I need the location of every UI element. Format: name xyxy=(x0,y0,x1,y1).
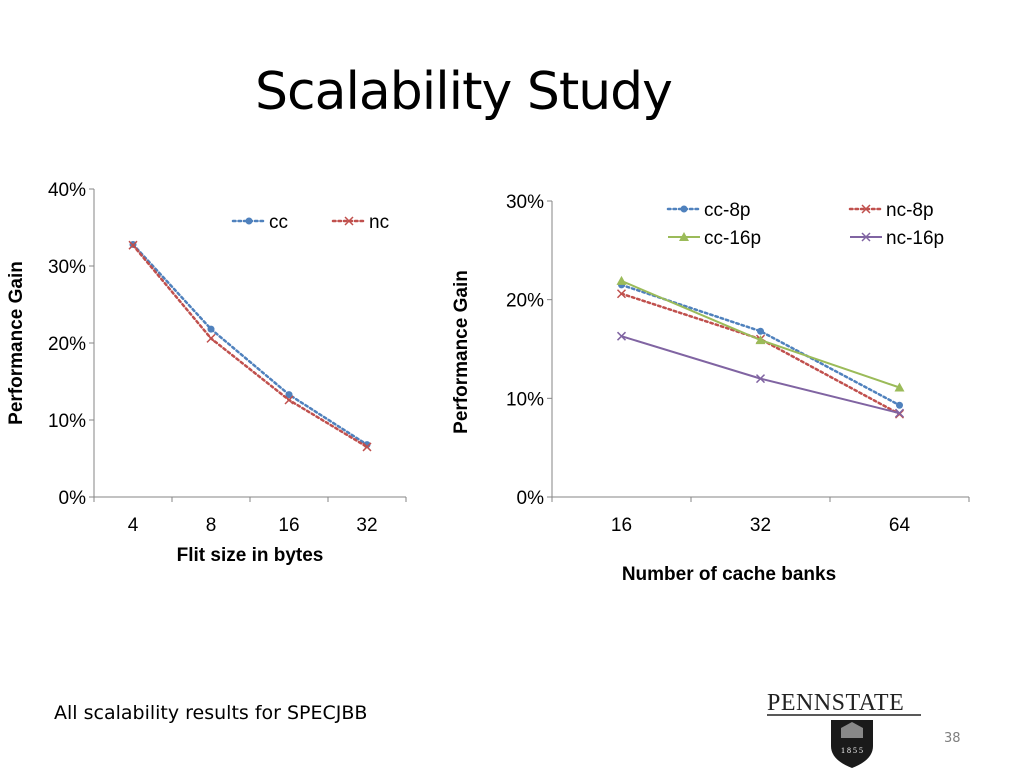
legend-marker-cc-16p xyxy=(679,232,689,241)
legend-label-cc: cc xyxy=(269,212,288,233)
data-point-cc-8 xyxy=(207,325,215,333)
legend-label-nc-16p: nc-16p xyxy=(886,228,944,249)
page-number: 38 xyxy=(944,731,961,746)
legend-label-nc-8p: nc-8p xyxy=(886,200,934,221)
x-axis-title: Flit size in bytes xyxy=(177,545,324,566)
data-point-nc-16p-32 xyxy=(755,374,766,384)
data-point-nc-8 xyxy=(206,333,216,343)
footnote: All scalability results for SPECJBB xyxy=(54,702,368,724)
legend-label-nc: nc xyxy=(369,212,389,233)
legend-marker-nc-16p xyxy=(861,232,871,242)
y-tick-label: 30% xyxy=(506,192,544,213)
y-tick-label: 10% xyxy=(48,411,86,432)
data-point-cc-8p-64 xyxy=(896,401,903,409)
legend-marker-nc-8p xyxy=(861,204,871,214)
data-point-cc-8p-32 xyxy=(757,327,764,335)
pennstate-logo: PENNSTATE 1 8 5 5 xyxy=(765,688,925,768)
x-tick-label: 4 xyxy=(128,515,139,536)
y-tick-label: 40% xyxy=(48,180,86,201)
legend-marker-cc-8p xyxy=(680,205,688,213)
x-tick-label: 32 xyxy=(356,515,377,536)
x-tick-label: 16 xyxy=(278,515,299,536)
x-tick-label: 16 xyxy=(611,515,632,536)
series-line-nc-8p xyxy=(620,292,901,416)
data-point-cc-16p-32 xyxy=(755,335,766,345)
y-axis-title: Performance Gain xyxy=(451,270,472,434)
y-tick-label: 0% xyxy=(517,488,545,509)
x-axis-title: Number of cache banks xyxy=(622,564,836,585)
legend-label-cc-16p: cc-16p xyxy=(704,228,761,249)
y-tick-label: 20% xyxy=(506,291,544,312)
y-axis-title: Performance Gain xyxy=(6,261,27,425)
logo-year: 1 8 5 5 xyxy=(841,746,863,755)
data-point-nc-16p-64 xyxy=(894,408,905,418)
y-tick-label: 30% xyxy=(48,257,86,278)
x-tick-label: 8 xyxy=(206,515,217,536)
data-point-nc-16p-16 xyxy=(616,331,627,341)
legend-label-cc-8p: cc-8p xyxy=(704,200,750,221)
series-line-nc xyxy=(131,243,369,449)
legend-marker-cc xyxy=(245,217,253,225)
data-point-cc-16 xyxy=(285,391,293,399)
data-point-nc-32 xyxy=(362,442,372,452)
x-tick-label: 32 xyxy=(750,515,771,536)
data-point-cc-16p-16 xyxy=(616,275,627,285)
series-line-nc-16p xyxy=(621,335,900,415)
y-tick-label: 10% xyxy=(506,389,544,410)
data-point-nc-8p-16 xyxy=(616,289,627,299)
data-point-nc-4 xyxy=(128,240,138,250)
y-tick-label: 0% xyxy=(59,488,87,509)
y-tick-label: 20% xyxy=(48,334,86,355)
logo-wordmark: PENNSTATE xyxy=(767,690,904,716)
data-point-cc-16p-64 xyxy=(894,382,905,392)
series-line-cc-8p xyxy=(620,283,901,407)
x-tick-label: 64 xyxy=(889,515,911,536)
series-line-cc xyxy=(131,243,369,446)
slide-title: Scalability Study xyxy=(255,62,673,122)
legend-marker-nc xyxy=(344,216,354,226)
data-point-nc-16 xyxy=(284,395,294,405)
